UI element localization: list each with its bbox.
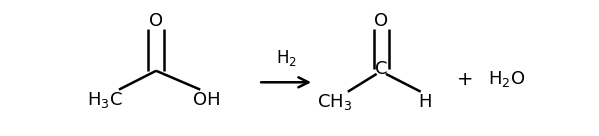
Text: O: O xyxy=(149,12,163,30)
Text: C: C xyxy=(375,60,388,78)
Text: H: H xyxy=(419,93,432,111)
Text: H$_2$: H$_2$ xyxy=(276,48,297,68)
Text: OH: OH xyxy=(193,91,221,109)
Text: H$_2$O: H$_2$O xyxy=(488,69,525,89)
Text: +: + xyxy=(456,70,473,89)
Text: H$_3$C: H$_3$C xyxy=(87,90,123,110)
Text: CH$_3$: CH$_3$ xyxy=(317,92,352,112)
Text: O: O xyxy=(374,12,388,30)
